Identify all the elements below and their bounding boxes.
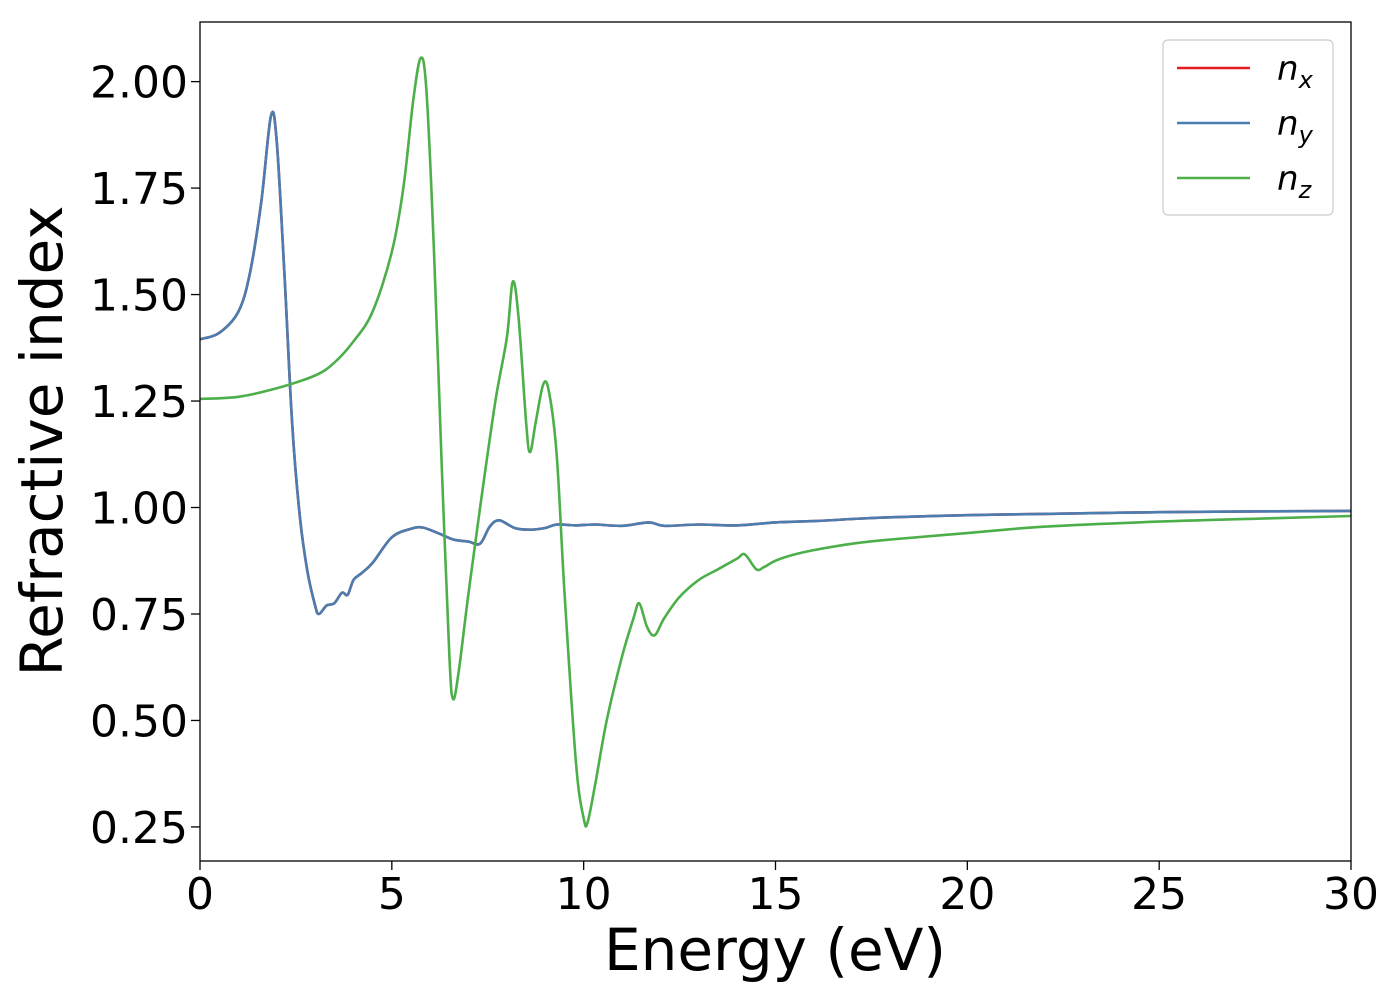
series-line-ny (200, 110, 1351, 616)
x-axis-title: Energy (eV) (604, 916, 946, 984)
y-tick-label: 0.50 (90, 696, 188, 747)
x-tick-label: 20 (939, 869, 995, 920)
y-tick-label: 1.75 (90, 164, 188, 215)
x-tick-label: 25 (1131, 869, 1187, 920)
x-tick-label: 5 (378, 869, 406, 920)
x-tick-label: 30 (1323, 869, 1379, 920)
legend-label-nz: nz (1277, 159, 1313, 204)
y-tick-label: 1.25 (90, 377, 188, 428)
plot-area (200, 56, 1351, 828)
y-tick-label: 1.50 (90, 271, 188, 322)
y-tick-label: 0.25 (90, 803, 188, 854)
series-line-nz (200, 56, 1351, 828)
x-tick-label: 10 (556, 869, 612, 920)
y-tick-label: 1.00 (90, 484, 188, 535)
y-tick-label: 2.00 (90, 58, 188, 109)
x-tick-label: 15 (748, 869, 804, 920)
y-tick-label: 0.75 (90, 590, 188, 641)
legend-label-ny: ny (1277, 104, 1314, 149)
axes: 0 5 10 15 20 25 30 0.25 0.50 0.75 1.00 1.25 1.50 1.75… (90, 21, 1379, 920)
legend-box (1162, 39, 1334, 216)
legend-label-nx: nx (1277, 49, 1314, 94)
x-tick-label: 0 (186, 869, 214, 920)
y-axis-title: Refractive index (8, 205, 76, 676)
legend: nx ny nz (1162, 39, 1334, 216)
